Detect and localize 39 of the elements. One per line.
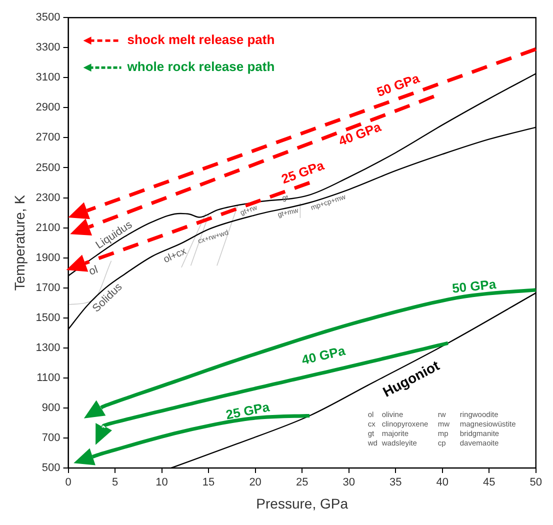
x-tick-label: 35 [389, 476, 402, 489]
annotation: shock melt release path [127, 32, 275, 48]
annotation: ol [87, 264, 100, 278]
y-tick-label: 3100 [36, 72, 60, 84]
annotation: 40 GPa [300, 342, 348, 368]
x-tick-label: 30 [342, 476, 355, 489]
y-tick-label: 3300 [36, 42, 60, 54]
x-tick-label: 20 [249, 476, 262, 489]
y-tick-label: 2300 [36, 192, 60, 204]
x-tick-label: 40 [436, 476, 448, 489]
annotation: 25 GPa [279, 157, 327, 187]
x-tick-label: 15 [202, 476, 215, 489]
annotation: whole rock release path [126, 59, 275, 74]
x-tick-label: 5 [112, 476, 118, 489]
x-tick-label: 45 [482, 476, 496, 489]
annotation: 25 GPa [224, 399, 272, 422]
x-tick-label: 0 [65, 476, 72, 489]
x-tick-label: 10 [156, 476, 168, 489]
annotation: 50 GPa [374, 70, 422, 100]
x-tick-label: 50 [530, 476, 542, 489]
y-tick-label: 1100 [36, 372, 60, 384]
y-tick-label: 900 [42, 402, 60, 414]
x-tick-label: 25 [296, 476, 308, 489]
y-tick-label: 1300 [36, 342, 60, 354]
y-tick-label: 2500 [36, 162, 60, 174]
y-tick-label: 2100 [36, 222, 60, 234]
annotation: 50 GPa [451, 276, 498, 296]
y-tick-label: 700 [42, 432, 60, 444]
y-tick-label: 1900 [36, 252, 60, 264]
y-tick-label: 1700 [36, 282, 60, 294]
y-tick-label: 3500 [36, 12, 60, 24]
y-tick-label: 1500 [36, 312, 60, 324]
y-tick-label: 2700 [36, 132, 60, 144]
annotation: ol+cx [162, 246, 188, 266]
y-axis-title: Temperature, K [11, 194, 28, 291]
annotation: 40 GPa [336, 118, 384, 149]
y-tick-label: 500 [42, 462, 60, 474]
x-axis-title: Pressure, GPa [256, 495, 348, 512]
y-tick-label: 2900 [36, 102, 60, 114]
